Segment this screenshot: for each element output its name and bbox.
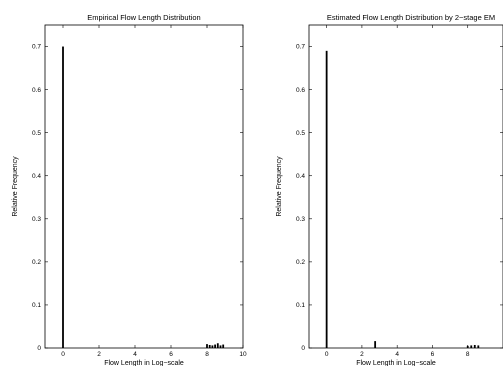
y-tick-label: 0.6 — [32, 87, 41, 94]
chart-title: Estimated Flow Length Distribution by 2−… — [327, 13, 495, 22]
y-tick-label: 0 — [301, 345, 305, 352]
x-tick-label: 10 — [239, 351, 247, 358]
bar — [325, 50, 328, 349]
bar — [211, 345, 214, 348]
y-axis-label: Relative Frequency — [276, 156, 283, 217]
plot-area-frame — [308, 24, 503, 349]
y-axis-label: Relative Frequency — [12, 156, 19, 217]
x-tick-label: 2 — [360, 351, 364, 358]
y-tick-label: 0.7 — [32, 44, 41, 51]
bar — [216, 343, 219, 348]
y-tick-label: 0.4 — [32, 173, 41, 180]
x-tick-label: 0 — [325, 351, 329, 358]
y-tick-label: 0.1 — [296, 302, 305, 309]
plot-area-frame — [44, 24, 244, 349]
x-tick-label: 4 — [133, 351, 137, 358]
y-tick-label: 0.2 — [296, 259, 305, 266]
bar — [206, 344, 208, 348]
x-tick-label: 2 — [97, 351, 101, 358]
bar — [470, 345, 473, 348]
bar — [208, 344, 211, 348]
bar — [62, 46, 64, 349]
bar — [374, 341, 377, 348]
x-tick-label: 8 — [466, 351, 470, 358]
y-tick-label: 0.3 — [32, 216, 41, 223]
y-tick-label: 0.4 — [296, 173, 305, 180]
bar — [222, 344, 225, 348]
x-axis-label: Flow Length in Log−scale — [356, 360, 436, 366]
x-tick-label: 6 — [169, 351, 173, 358]
x-tick-label: 6 — [431, 351, 435, 358]
bar — [219, 345, 222, 348]
y-tick-label: 0.5 — [32, 130, 41, 137]
bar — [214, 344, 216, 348]
y-tick-label: 0.1 — [32, 302, 41, 309]
y-tick-label: 0.3 — [296, 216, 305, 223]
bar — [473, 344, 476, 348]
x-tick-label: 0 — [61, 351, 65, 358]
x-tick-label: 4 — [395, 351, 399, 358]
bar — [477, 345, 480, 348]
y-tick-label: 0.7 — [296, 44, 305, 51]
x-axis-label: Flow Length in Log−scale — [104, 360, 184, 366]
x-tick-label: 8 — [205, 351, 209, 358]
y-tick-label: 0 — [37, 345, 41, 352]
chart-2: Estimated Flow Length Distribution by 2−… — [276, 13, 503, 366]
y-tick-label: 0.2 — [32, 259, 41, 266]
chart-1: Empirical Flow Length Distribution 0 0.1 0.… — [12, 13, 247, 366]
y-tick-label: 0.5 — [296, 130, 305, 137]
bar — [466, 345, 469, 348]
chart-title: Empirical Flow Length Distribution — [87, 13, 200, 22]
y-tick-label: 0.6 — [296, 87, 305, 94]
